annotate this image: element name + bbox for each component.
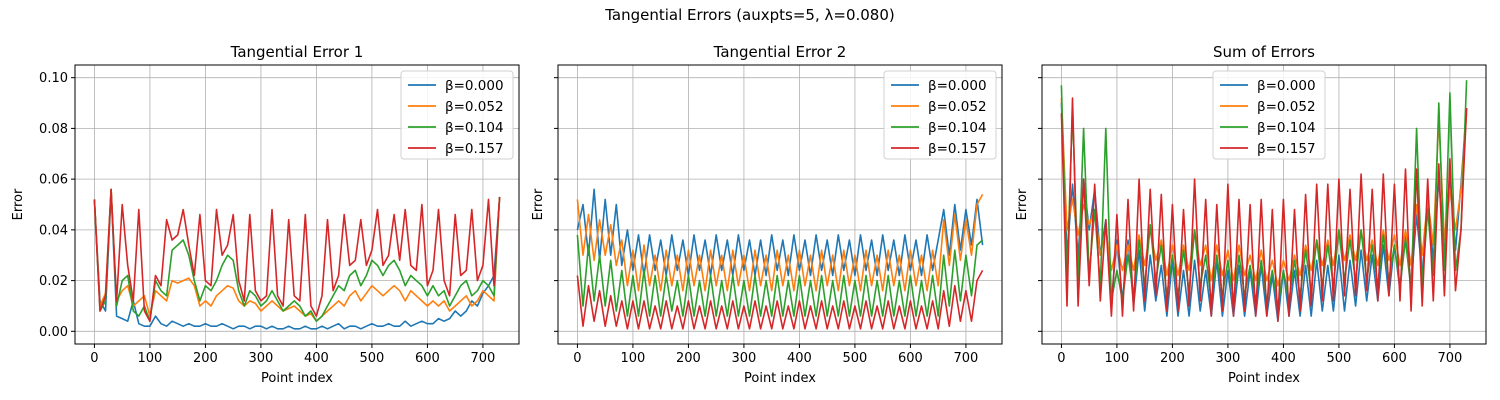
x-tick-label: 200: [1160, 351, 1185, 366]
chart-panel-2: 0 100 200 300 400 500 600 700 Tangential Error 2…: [531, 43, 1003, 386]
series-line-4: [1060, 97, 1468, 323]
x-tick-label: 700: [471, 351, 496, 366]
legend-entry: β=0.000: [1257, 78, 1316, 94]
y-tick-label: 0.06: [39, 173, 68, 188]
panel-title: Sum of Errors: [1213, 43, 1315, 61]
x-tick-label: 200: [193, 351, 218, 366]
x-tick-label: 300: [1216, 351, 1241, 366]
series-line-4: [93, 188, 501, 323]
y-tick-label: 0.00: [39, 325, 68, 340]
x-tick-label: 300: [249, 351, 274, 366]
legend: β=0.000 β=0.052 β=0.104 β=0.157: [883, 70, 997, 160]
x-tick-label: 300: [732, 351, 757, 366]
x-tick-label: 500: [1327, 351, 1352, 366]
legend-box: [883, 70, 997, 160]
panel-title: Tangential Error 1: [230, 43, 364, 61]
legend-entry: β=0.157: [928, 141, 987, 157]
x-axis-label: Point index: [744, 371, 816, 386]
x-tick-label: 500: [360, 351, 385, 366]
series-line-2: [576, 194, 984, 292]
x-tick-label: 100: [621, 351, 646, 366]
series-line-2: [93, 188, 501, 323]
y-axis-label: Error: [1015, 188, 1030, 220]
figure-suptitle: Tangential Errors (auxpts=5, λ=0.080): [604, 6, 895, 24]
y-tick-label: 0.02: [39, 274, 68, 289]
x-tick-label: 400: [304, 351, 329, 366]
series-line-1: [576, 188, 984, 277]
x-axis-label: Point index: [1228, 371, 1300, 386]
x-tick-label: 600: [898, 351, 923, 366]
chart-panel-3: 0 100 200 300 400 500 600 700 Sum of Errors Point…: [1015, 43, 1487, 386]
series-line-3: [93, 188, 501, 323]
x-tick-label: 100: [138, 351, 163, 366]
y-axis-label: Error: [11, 188, 26, 220]
legend-entry: β=0.104: [928, 120, 987, 136]
legend-box: [400, 70, 514, 160]
x-tick-label: 400: [1271, 351, 1296, 366]
x-tick-label: 700: [954, 351, 979, 366]
y-tick-label: 0.10: [39, 71, 68, 86]
legend-entry: β=0.000: [445, 78, 504, 94]
x-tick-label: 600: [415, 351, 440, 366]
plot-frame: [1041, 64, 1487, 345]
legend-entry: β=0.052: [928, 99, 987, 115]
legend-entry: β=0.104: [1257, 120, 1316, 136]
x-tick-label: 400: [787, 351, 812, 366]
legend-entry: β=0.052: [445, 99, 504, 115]
x-tick-label: 0: [90, 351, 98, 366]
y-tick-label: 0.08: [39, 122, 68, 137]
x-tick-label: 100: [1105, 351, 1130, 366]
x-tick-label: 600: [1382, 351, 1407, 366]
legend: β=0.000 β=0.052 β=0.104 β=0.157: [400, 70, 514, 160]
plot-frame: [557, 64, 1003, 345]
y-axis-label: Error: [531, 188, 546, 220]
series-line-3: [576, 234, 984, 317]
x-tick-label: 700: [1438, 351, 1463, 366]
series-group: [1060, 80, 1468, 323]
series-line-1: [93, 191, 501, 330]
legend-entry: β=0.000: [928, 78, 987, 94]
series-group: [576, 188, 984, 330]
y-tick-label: 0.04: [39, 223, 68, 238]
x-tick-label: 0: [573, 351, 581, 366]
legend: β=0.000 β=0.052 β=0.104 β=0.157: [1212, 70, 1326, 160]
plot-frame: [74, 64, 520, 345]
legend-entry: β=0.052: [1257, 99, 1316, 115]
legend-box: [1212, 70, 1326, 160]
series-group: [93, 188, 501, 330]
legend-entry: β=0.104: [445, 120, 504, 136]
legend-entry: β=0.157: [1257, 141, 1316, 157]
x-tick-label: 500: [843, 351, 868, 366]
x-axis-label: Point index: [261, 371, 333, 386]
panel-title: Tangential Error 2: [713, 43, 847, 61]
x-tick-label: 0: [1057, 351, 1065, 366]
chart-panel-1: 0 100 200 300 400 500 600 700 0.00 0.02 0.04 0.06 0.…: [11, 43, 520, 386]
x-tick-label: 200: [676, 351, 701, 366]
series-line-4: [576, 270, 984, 330]
legend-entry: β=0.157: [445, 141, 504, 157]
